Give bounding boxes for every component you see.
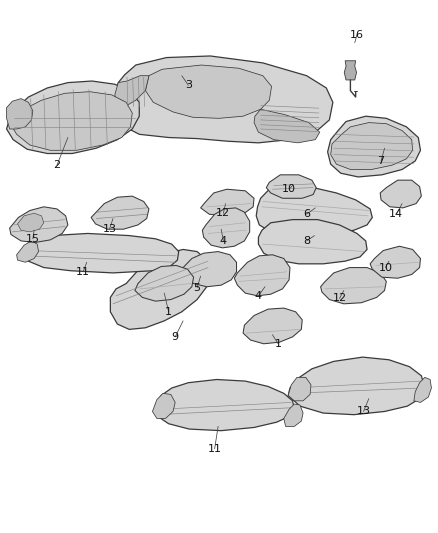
Text: 6: 6 bbox=[303, 209, 310, 219]
Polygon shape bbox=[115, 56, 333, 143]
Text: 16: 16 bbox=[350, 30, 364, 39]
Polygon shape bbox=[7, 81, 139, 154]
Polygon shape bbox=[115, 76, 149, 107]
Polygon shape bbox=[321, 268, 386, 304]
Polygon shape bbox=[288, 377, 311, 401]
Polygon shape bbox=[17, 241, 39, 262]
Polygon shape bbox=[12, 92, 132, 150]
Text: 12: 12 bbox=[216, 208, 230, 218]
Polygon shape bbox=[344, 61, 357, 80]
Polygon shape bbox=[155, 379, 294, 431]
Text: 4: 4 bbox=[255, 291, 262, 301]
Text: 13: 13 bbox=[102, 224, 117, 234]
Polygon shape bbox=[110, 249, 210, 329]
Text: 1: 1 bbox=[275, 339, 282, 349]
Polygon shape bbox=[243, 308, 302, 344]
Text: 5: 5 bbox=[194, 283, 201, 293]
Polygon shape bbox=[91, 196, 149, 229]
Polygon shape bbox=[234, 255, 290, 296]
Polygon shape bbox=[284, 404, 303, 426]
Text: 3: 3 bbox=[185, 80, 192, 90]
Polygon shape bbox=[182, 252, 237, 287]
Polygon shape bbox=[256, 187, 372, 236]
Polygon shape bbox=[18, 213, 44, 232]
Text: 9: 9 bbox=[172, 332, 179, 342]
Polygon shape bbox=[10, 207, 68, 243]
Text: 2: 2 bbox=[53, 160, 60, 170]
Polygon shape bbox=[7, 99, 33, 129]
Polygon shape bbox=[414, 377, 431, 402]
Polygon shape bbox=[254, 109, 320, 143]
Polygon shape bbox=[288, 357, 425, 415]
Text: 14: 14 bbox=[389, 209, 403, 219]
Polygon shape bbox=[145, 65, 272, 118]
Text: 13: 13 bbox=[357, 407, 371, 416]
Text: 7: 7 bbox=[378, 156, 385, 166]
Text: 15: 15 bbox=[26, 234, 40, 244]
Text: 11: 11 bbox=[76, 267, 90, 277]
Polygon shape bbox=[135, 265, 194, 301]
Text: 10: 10 bbox=[378, 263, 392, 272]
Text: 12: 12 bbox=[332, 294, 346, 303]
Polygon shape bbox=[370, 246, 420, 278]
Polygon shape bbox=[258, 220, 367, 264]
Polygon shape bbox=[202, 208, 250, 248]
Polygon shape bbox=[380, 180, 421, 208]
Text: 4: 4 bbox=[220, 236, 227, 246]
Text: 8: 8 bbox=[303, 236, 310, 246]
Polygon shape bbox=[328, 116, 420, 177]
Polygon shape bbox=[331, 123, 413, 169]
Polygon shape bbox=[22, 233, 179, 273]
Text: 11: 11 bbox=[208, 444, 222, 454]
Polygon shape bbox=[201, 189, 254, 216]
Polygon shape bbox=[266, 175, 316, 198]
Polygon shape bbox=[152, 393, 175, 418]
Text: 1: 1 bbox=[165, 307, 172, 317]
Text: 10: 10 bbox=[282, 184, 296, 194]
